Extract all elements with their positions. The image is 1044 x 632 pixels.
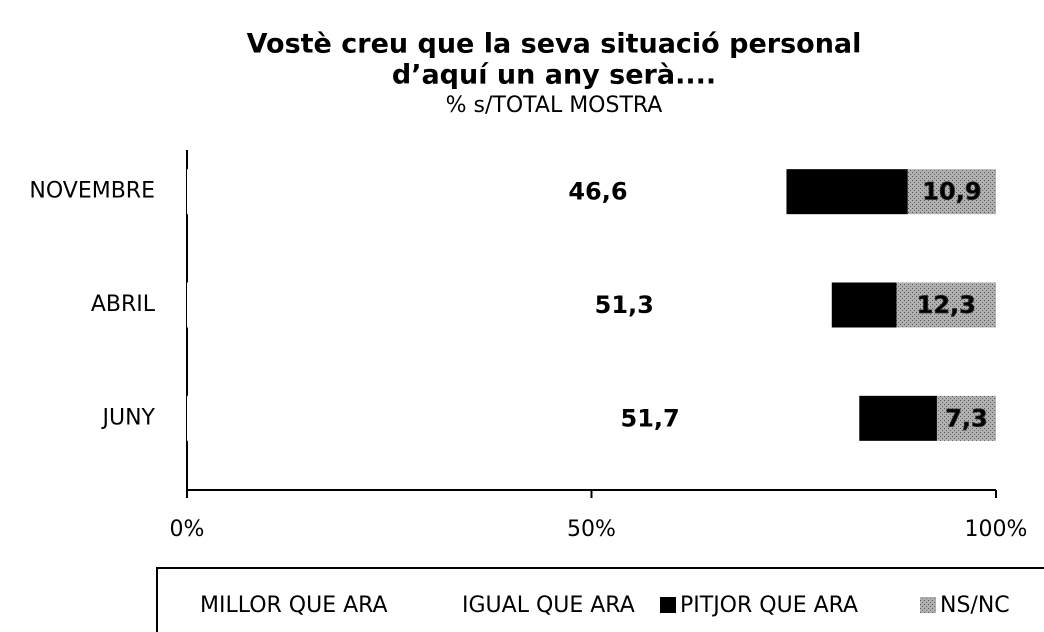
bar-segment — [907, 169, 996, 215]
x-tick-label: 100% — [965, 517, 1028, 542]
data-label: 51,7 — [621, 404, 680, 432]
bar-segment — [187, 395, 442, 441]
bar-segment — [416, 282, 832, 328]
bar-segment — [187, 169, 410, 215]
bar-segment — [936, 395, 996, 441]
legend-label: NS/NC — [940, 593, 1010, 618]
bar-segment — [441, 395, 860, 441]
bar-segment — [831, 282, 897, 328]
data-label: 7,3 — [945, 404, 988, 432]
bar-segment — [896, 282, 996, 328]
bar-segment — [187, 282, 417, 328]
data-label: 8 — [856, 291, 873, 319]
legend-label: PITJOR QUE ARA — [680, 593, 858, 618]
x-tick-label: 50% — [567, 517, 616, 542]
data-label: 10,9 — [922, 178, 981, 206]
x-tick-label: 0% — [170, 517, 205, 542]
data-label: 9,6 — [877, 404, 920, 432]
legend-marker — [920, 597, 936, 613]
chart-title: d’aquí un any serà.... — [392, 60, 716, 91]
legend-marker — [180, 597, 196, 613]
y-tick-label: NOVEMBRE — [29, 179, 155, 204]
chart-subtitle: % s/TOTAL MOSTRA — [446, 93, 663, 118]
y-tick-label: JUNY — [101, 405, 156, 430]
bar-segment — [409, 169, 787, 215]
bar-segment — [859, 395, 937, 441]
data-label: 46,6 — [568, 178, 627, 206]
data-label: 51,3 — [595, 291, 654, 319]
chart-title: Vostè creu que la seva situació personal — [247, 29, 862, 60]
legend-marker — [660, 597, 676, 613]
data-label: 15 — [830, 178, 863, 206]
y-tick-label: ABRIL — [91, 292, 156, 317]
legend-box — [156, 567, 1044, 632]
data-label: 12,3 — [917, 291, 976, 319]
legend-label: MILLOR QUE ARA — [200, 593, 388, 618]
legend-label: IGUAL QUE ARA — [462, 593, 635, 618]
bar-segment — [786, 169, 908, 215]
legend-marker — [442, 597, 458, 613]
